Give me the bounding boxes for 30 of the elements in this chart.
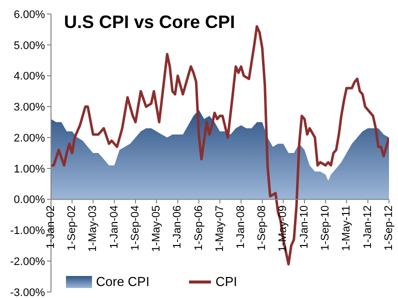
x-tick-label: 1-May-03	[87, 205, 100, 252]
x-tick-label: 1-May-11	[340, 205, 353, 251]
x-tick-label: 1-Jan-12	[362, 205, 374, 249]
x-tick-label: 1-Sep-02	[66, 205, 78, 251]
y-tick-label: -2.00%	[10, 256, 46, 268]
x-tick-label: 1-Sep-10	[320, 205, 332, 251]
x-tick-label: 1-May-07	[214, 205, 226, 252]
y-tick-label: 4.00%	[14, 70, 46, 83]
x-tick-label: 1-Sep-06	[192, 205, 205, 251]
x-tick-label: 1-Sep-04	[130, 205, 142, 251]
legend-label: CPI	[215, 274, 238, 289]
y-tick-label: 0.00%	[14, 194, 46, 206]
y-tick-label: 3.00%	[14, 102, 46, 114]
x-tick-label: 1-Jan-02	[45, 205, 57, 249]
y-tick-label: -3.00%	[10, 286, 46, 299]
y-tick-label: 5.00%	[14, 40, 46, 52]
y-tick-label: 6.00%	[14, 8, 46, 21]
x-tick-label: 1-May-09	[277, 205, 290, 252]
y-tick-label: -1.00%	[10, 225, 46, 238]
x-tick-label: 1-Jan-10	[298, 205, 310, 249]
x-tick-label: 1-Sep-12	[383, 205, 395, 251]
x-tick-label: 1-Sep-08	[256, 205, 268, 251]
x-tick-label: 1-Jan-04	[108, 205, 120, 249]
x-tick-label: 1-Jan-08	[235, 205, 248, 249]
legend-label: Core CPI	[96, 274, 150, 289]
y-tick-label: 2.00%	[14, 132, 46, 144]
x-tick-label: 1-May-05	[150, 205, 162, 252]
x-tick-label: 1-Jan-06	[172, 205, 184, 249]
chart-title: U.S CPI vs Core CPI	[64, 12, 236, 33]
y-tick-label: 1.00%	[14, 163, 46, 176]
